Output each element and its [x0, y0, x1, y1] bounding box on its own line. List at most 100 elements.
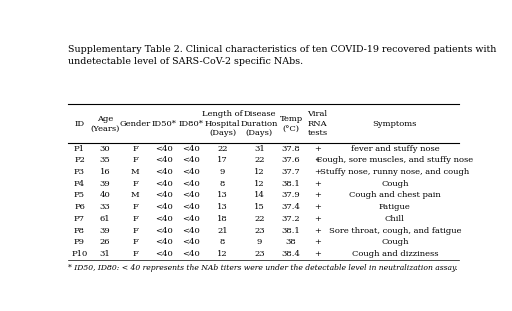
Text: P9: P9	[74, 239, 85, 246]
Text: +: +	[314, 227, 321, 235]
Text: <40: <40	[182, 180, 200, 188]
Text: F: F	[132, 145, 138, 153]
Text: Cough and chest pain: Cough and chest pain	[349, 192, 441, 199]
Text: ID50*: ID50*	[152, 119, 177, 128]
Text: <40: <40	[155, 215, 173, 223]
Text: Cough and dizziness: Cough and dizziness	[352, 250, 438, 258]
Text: F: F	[132, 227, 138, 235]
Text: P7: P7	[74, 215, 85, 223]
Text: <40: <40	[182, 250, 200, 258]
Text: 26: 26	[100, 239, 110, 246]
Text: P8: P8	[74, 227, 85, 235]
Text: P1: P1	[74, 145, 85, 153]
Text: <40: <40	[182, 203, 200, 211]
Text: 16: 16	[100, 168, 111, 176]
Text: F: F	[132, 203, 138, 211]
Text: Length of
Hospital
(Days): Length of Hospital (Days)	[202, 110, 243, 137]
Text: F: F	[132, 215, 138, 223]
Text: F: F	[132, 180, 138, 188]
Text: P6: P6	[74, 203, 85, 211]
Text: +: +	[314, 250, 321, 258]
Text: <40: <40	[155, 156, 173, 164]
Text: 39: 39	[100, 180, 111, 188]
Text: Fatigue: Fatigue	[379, 203, 411, 211]
Text: <40: <40	[155, 250, 173, 258]
Text: Stuffy nose, runny nose, and cough: Stuffy nose, runny nose, and cough	[320, 168, 470, 176]
Text: 22: 22	[254, 215, 265, 223]
Text: <40: <40	[155, 192, 173, 199]
Text: 37.8: 37.8	[282, 145, 301, 153]
Text: <40: <40	[182, 156, 200, 164]
Text: Temp
(°C): Temp (°C)	[280, 115, 303, 132]
Text: 9: 9	[220, 168, 225, 176]
Text: 18: 18	[217, 215, 228, 223]
Text: Sore throat, cough, and fatigue: Sore throat, cough, and fatigue	[329, 227, 461, 235]
Text: 14: 14	[254, 192, 265, 199]
Text: Age
(Years): Age (Years)	[91, 115, 120, 132]
Text: 37.9: 37.9	[282, 192, 301, 199]
Text: F: F	[132, 250, 138, 258]
Text: 38.1: 38.1	[282, 227, 301, 235]
Text: 40: 40	[100, 192, 111, 199]
Text: Cough: Cough	[381, 180, 409, 188]
Text: <40: <40	[155, 203, 173, 211]
Text: ID: ID	[74, 119, 84, 128]
Text: 12: 12	[254, 168, 265, 176]
Text: Chill: Chill	[385, 215, 405, 223]
Text: +: +	[314, 145, 321, 153]
Text: 21: 21	[217, 227, 228, 235]
Text: 9: 9	[257, 239, 262, 246]
Text: <40: <40	[155, 180, 173, 188]
Text: 38: 38	[286, 239, 296, 246]
Text: Gender: Gender	[119, 119, 151, 128]
Text: * ID50, ID80: < 40 represents the NAb titers were under the detectable level in : * ID50, ID80: < 40 represents the NAb ti…	[68, 264, 458, 272]
Text: <40: <40	[155, 227, 173, 235]
Text: 8: 8	[220, 180, 225, 188]
Text: +: +	[314, 156, 321, 164]
Text: 23: 23	[254, 227, 265, 235]
Text: 37.4: 37.4	[282, 203, 301, 211]
Text: 31: 31	[100, 250, 111, 258]
Text: +: +	[314, 239, 321, 246]
Text: 38.4: 38.4	[282, 250, 301, 258]
Text: fever and stuffy nose: fever and stuffy nose	[351, 145, 439, 153]
Text: 23: 23	[254, 250, 265, 258]
Text: <40: <40	[155, 168, 173, 176]
Text: ID80*: ID80*	[178, 119, 203, 128]
Text: Supplementary Table 2. Clinical characteristics of ten COVID-19 recovered patien: Supplementary Table 2. Clinical characte…	[68, 44, 496, 66]
Text: 61: 61	[100, 215, 111, 223]
Text: <40: <40	[155, 239, 173, 246]
Text: P2: P2	[74, 156, 85, 164]
Text: 13: 13	[217, 192, 228, 199]
Text: P5: P5	[74, 192, 85, 199]
Text: M: M	[131, 192, 139, 199]
Text: 15: 15	[254, 203, 265, 211]
Text: 35: 35	[100, 156, 111, 164]
Text: +: +	[314, 203, 321, 211]
Text: <40: <40	[182, 227, 200, 235]
Text: +: +	[314, 192, 321, 199]
Text: +: +	[314, 215, 321, 223]
Text: 37.2: 37.2	[282, 215, 301, 223]
Text: 22: 22	[217, 145, 228, 153]
Text: Symptoms: Symptoms	[373, 119, 417, 128]
Text: 39: 39	[100, 227, 111, 235]
Text: <40: <40	[182, 145, 200, 153]
Text: <40: <40	[182, 168, 200, 176]
Text: 12: 12	[217, 250, 228, 258]
Text: 31: 31	[254, 145, 265, 153]
Text: Viral
RNA
tests: Viral RNA tests	[308, 110, 328, 137]
Text: +: +	[314, 168, 321, 176]
Text: F: F	[132, 156, 138, 164]
Text: Cough: Cough	[381, 239, 409, 246]
Text: <40: <40	[182, 215, 200, 223]
Text: 38.1: 38.1	[282, 180, 301, 188]
Text: P4: P4	[74, 180, 85, 188]
Text: F: F	[132, 239, 138, 246]
Text: 33: 33	[100, 203, 111, 211]
Text: P3: P3	[74, 168, 85, 176]
Text: 22: 22	[254, 156, 265, 164]
Text: 12: 12	[254, 180, 265, 188]
Text: <40: <40	[182, 239, 200, 246]
Text: Disease
Duration
(Days): Disease Duration (Days)	[241, 110, 278, 137]
